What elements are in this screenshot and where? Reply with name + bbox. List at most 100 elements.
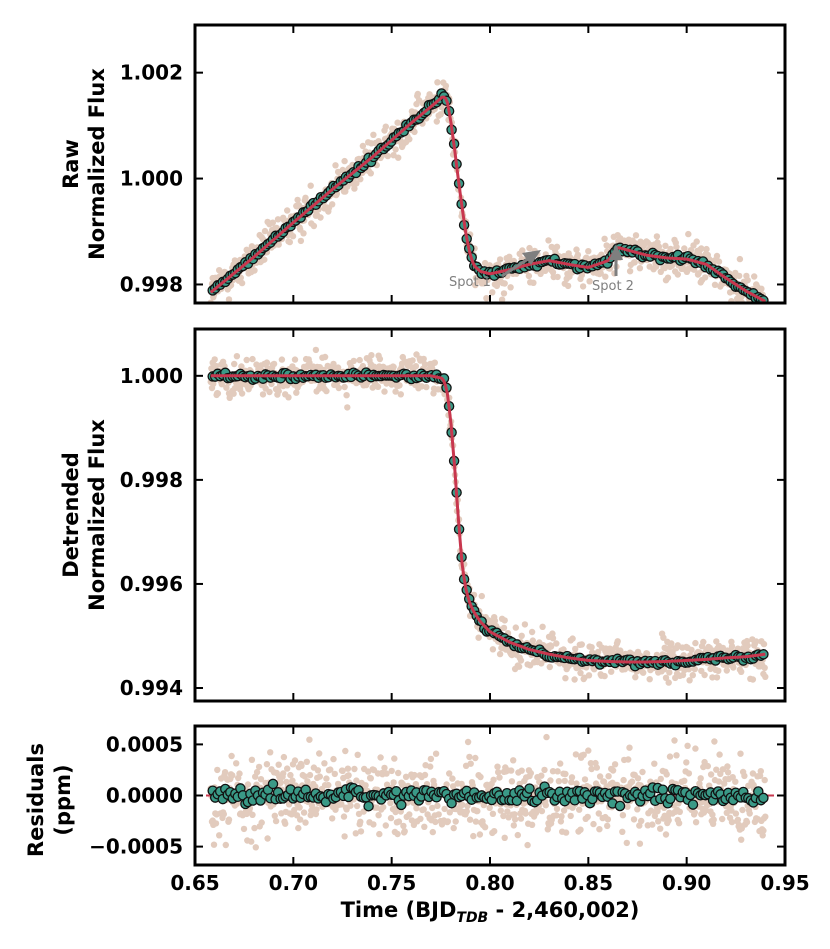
raw-point — [646, 676, 653, 683]
raw-point — [263, 359, 271, 366]
binned-points-layer — [207, 778, 769, 812]
raw-point — [501, 834, 508, 841]
ylabel-residuals-line2: (ppm) — [51, 764, 75, 835]
raw-point — [525, 272, 533, 280]
raw-point — [595, 810, 602, 817]
raw-point — [671, 737, 678, 744]
raw-point — [514, 831, 521, 839]
raw-point — [521, 621, 529, 628]
raw-point — [634, 775, 642, 782]
raw-point — [284, 765, 291, 772]
y-tick-label: 0.0000 — [106, 784, 183, 808]
raw-point — [342, 188, 349, 195]
raw-point — [249, 811, 256, 818]
raw-point — [257, 776, 265, 783]
raw-point — [638, 817, 645, 825]
raw-point — [312, 783, 319, 790]
raw-point — [585, 747, 592, 754]
y-ticks-residuals: −0.0005 0.0000 0.0005 — [89, 732, 785, 859]
raw-point — [749, 770, 757, 777]
raw-point — [686, 677, 693, 684]
raw-point — [222, 841, 229, 849]
raw-point — [562, 675, 569, 682]
y-ticks-raw: 0.998 1.000 1.002 — [120, 61, 785, 296]
raw-point — [395, 818, 403, 825]
raw-point — [291, 757, 299, 764]
raw-point — [285, 394, 292, 401]
raw-point — [496, 774, 503, 781]
raw-point — [229, 772, 236, 779]
raw-point — [434, 802, 441, 809]
raw-point — [275, 387, 282, 395]
raw-point — [351, 765, 358, 773]
raw-point — [466, 816, 474, 823]
raw-point — [553, 243, 561, 250]
raw-point — [263, 761, 271, 768]
raw-point — [512, 624, 519, 631]
raw-point — [238, 363, 245, 370]
raw-point — [519, 247, 526, 254]
raw-point — [689, 672, 696, 679]
raw-point — [244, 781, 252, 788]
panel-raw: Spot 1 Spot 2 0.998 1.000 1.002 Raw Normal… — [59, 23, 787, 312]
xlabel-time: Time (BJDTDB - 2,460,002) — [341, 898, 640, 926]
raw-point — [757, 306, 763, 312]
raw-point — [291, 356, 299, 363]
raw-point — [611, 761, 619, 768]
raw-point — [724, 763, 731, 770]
raw-point — [500, 290, 508, 297]
raw-point — [434, 79, 441, 86]
raw-point — [597, 270, 604, 277]
raw-point — [374, 383, 382, 390]
x-tick-label: 0.80 — [465, 871, 514, 895]
raw-point — [640, 669, 647, 676]
raw-point — [738, 668, 745, 675]
raw-point — [756, 305, 762, 311]
raw-point — [383, 770, 390, 777]
raw-point — [692, 639, 699, 647]
ylabel-raw-line1: Raw — [59, 139, 83, 189]
raw-point — [238, 279, 246, 287]
raw-point — [274, 216, 282, 223]
y-tick-label: 0.998 — [120, 468, 183, 492]
raw-point — [713, 766, 720, 773]
raw-point — [225, 296, 233, 303]
raw-point — [388, 767, 395, 775]
raw-point — [580, 751, 587, 758]
raw-point — [555, 778, 563, 785]
raw-point — [338, 801, 345, 808]
raw-point — [692, 819, 700, 826]
raw-point — [472, 818, 480, 825]
y-tick-label: 0.998 — [120, 272, 183, 296]
raw-point — [753, 638, 760, 645]
raw-point — [760, 640, 768, 648]
raw-point — [762, 673, 769, 680]
raw-point — [621, 666, 629, 673]
raw-point — [353, 180, 360, 187]
model-layer — [210, 374, 766, 664]
binned-point — [396, 799, 407, 811]
raw-point — [625, 756, 632, 763]
raw-point — [395, 154, 402, 161]
raw-point — [406, 811, 413, 818]
raw-point — [367, 170, 374, 177]
raw-point — [392, 808, 399, 816]
raw-point — [679, 671, 687, 679]
raw-point — [216, 832, 223, 839]
binned-point — [363, 800, 374, 812]
raw-point — [554, 273, 561, 281]
raw-point — [617, 647, 624, 654]
raw-point — [367, 775, 374, 782]
raw-point — [539, 623, 546, 630]
raw-point — [212, 362, 220, 370]
raw-point — [673, 752, 680, 759]
raw-point — [430, 781, 438, 788]
raw-point — [359, 142, 367, 150]
raw-point — [608, 668, 615, 675]
binned-point — [524, 783, 535, 794]
raw-point — [632, 674, 639, 681]
raw-point — [449, 783, 457, 790]
raw-point — [572, 751, 580, 758]
raw-point — [467, 760, 474, 767]
model-line — [210, 374, 766, 664]
